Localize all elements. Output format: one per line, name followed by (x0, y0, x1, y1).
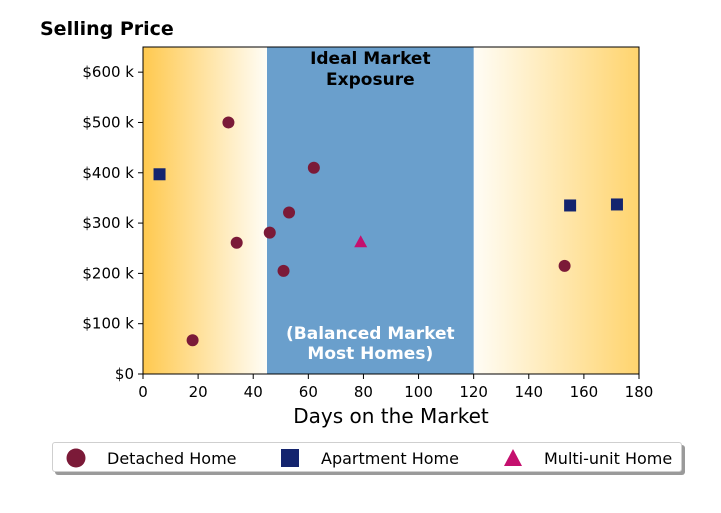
ideal-market-band (267, 47, 474, 374)
band-label-line-1: Ideal Market (310, 49, 431, 69)
x-tick-label: 180 (625, 383, 654, 401)
triangle-marker-icon (502, 447, 524, 469)
y-tick-label: $200 k (82, 264, 134, 282)
plot-frame (142, 46, 640, 375)
legend-item-detached: Detached Home (65, 446, 237, 470)
data-point-apartment (564, 199, 577, 212)
right-gradient-region (473, 47, 639, 374)
x-tick-label: 140 (514, 383, 543, 401)
data-point-detached (277, 264, 290, 277)
band-sublabel-line-2: Most Homes) (307, 344, 433, 364)
legend-label-multi-unit: Multi-unit Home (544, 448, 673, 468)
x-tick-label: 0 (138, 383, 148, 401)
x-axis-label: Days on the Market (293, 404, 489, 428)
x-tick-label: 40 (244, 383, 263, 401)
x-tick-label: 20 (189, 383, 208, 401)
band-label-line-2: Exposure (326, 70, 415, 90)
left-gradient-region (143, 47, 267, 374)
y-tick-label: $100 k (82, 315, 134, 333)
data-point-apartment (610, 198, 623, 211)
x-tick-label: 160 (570, 383, 599, 401)
y-tick-label: $300 k (82, 214, 134, 232)
y-tick-label: $0 (115, 365, 134, 383)
legend-item-multi-unit: Multi-unit Home (502, 446, 672, 470)
legend-label-detached: Detached Home (107, 448, 237, 468)
data-point-detached (558, 259, 571, 272)
band-sublabel-line-1: (Balanced Market (286, 324, 455, 344)
data-point-apartment (153, 168, 166, 181)
x-tick-label: 60 (299, 383, 318, 401)
legend-item-apartment: Apartment Home (279, 446, 459, 470)
circle-marker-icon (65, 447, 87, 469)
chart-title: Selling Price (40, 18, 174, 40)
x-tick-label: 80 (354, 383, 373, 401)
data-point-detached (263, 226, 276, 239)
y-tick-label: $600 k (82, 63, 134, 81)
data-point-detached (307, 161, 320, 174)
x-tick-label: 120 (459, 383, 488, 401)
y-tick-label: $400 k (82, 164, 134, 182)
data-point-detached (186, 334, 199, 347)
y-tick-label: $500 k (82, 113, 134, 131)
legend-label-apartment: Apartment Home (321, 448, 459, 468)
data-point-detached (283, 206, 296, 219)
data-point-detached (222, 116, 235, 129)
x-tick-label: 100 (404, 383, 433, 401)
data-point-multi-unit (354, 235, 368, 248)
square-marker-icon (279, 447, 301, 469)
legend: Detached Home Apartment Home Multi-unit … (52, 442, 682, 472)
data-point-detached (230, 236, 243, 249)
